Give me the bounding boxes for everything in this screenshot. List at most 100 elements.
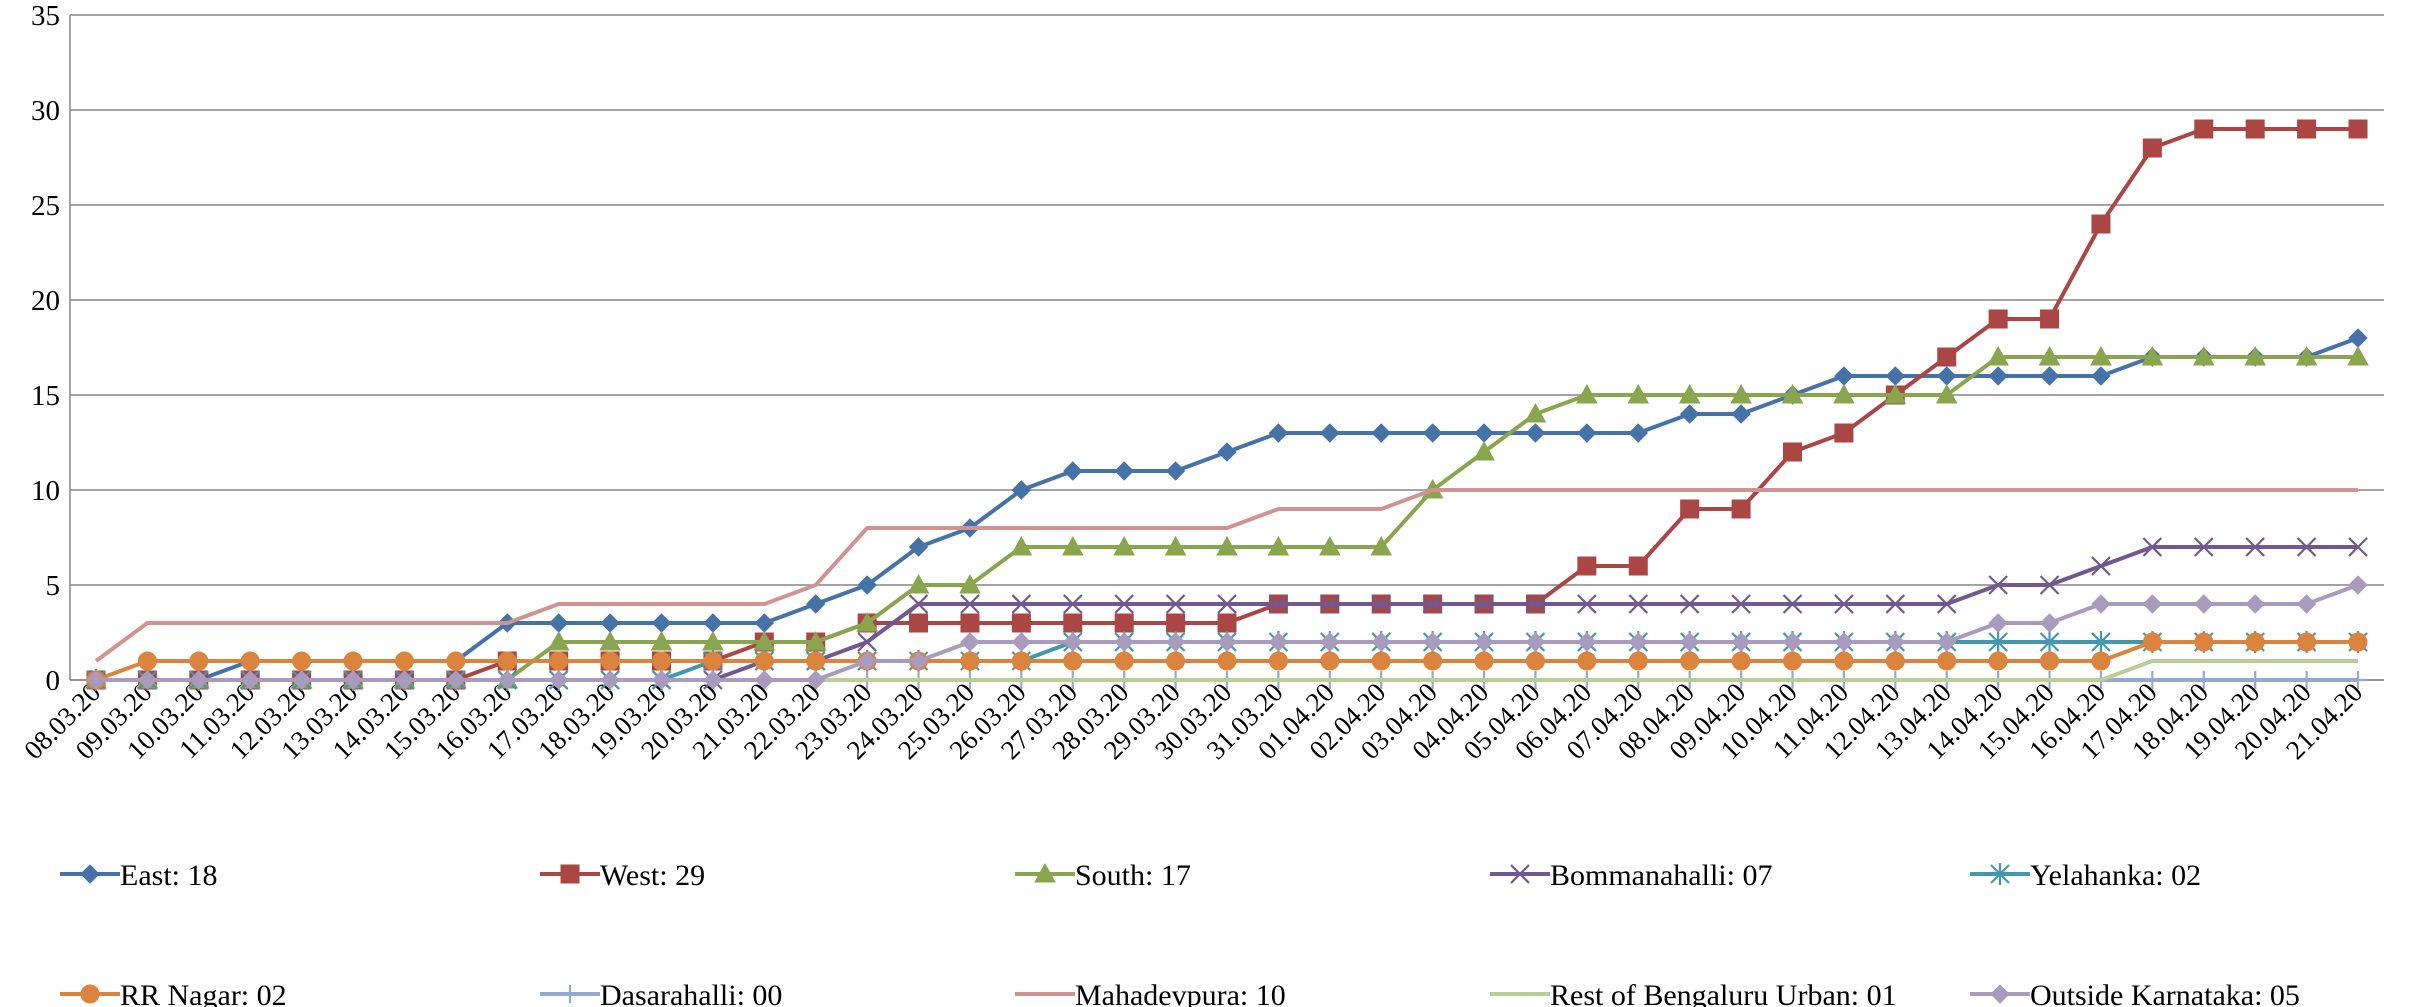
data-point (1113, 535, 1136, 556)
data-point (1525, 651, 1545, 671)
data-point (960, 613, 980, 633)
data-point (1937, 632, 1957, 652)
legend-label: Yelahanka: 02 (2030, 859, 2201, 892)
legend-label: Bommanahalli: 07 (1550, 859, 1772, 892)
data-point (1628, 651, 1648, 671)
data-point (1320, 632, 1340, 652)
data-point (2246, 671, 2265, 689)
data-point (2039, 366, 2060, 386)
x-tick-labels: 08.03.2009.03.2010.03.2011.03.2012.03.20… (18, 677, 2368, 765)
data-point (2194, 119, 2214, 139)
data-point (1731, 594, 1751, 614)
data-point (1318, 535, 1341, 556)
data-point (1834, 366, 1854, 386)
axes (69, 15, 2384, 681)
data-point (2192, 345, 2215, 366)
data-point (549, 651, 569, 671)
data-point (2090, 345, 2112, 366)
data-point (1525, 423, 1546, 443)
series-9 (86, 575, 2368, 690)
data-point (2194, 632, 2214, 652)
data-point (1011, 480, 1032, 500)
legend-item: West: 29 (540, 859, 705, 892)
data-point (1935, 383, 1958, 404)
data-point (1011, 613, 1031, 633)
legend-label: Rest of Bengaluru Urban: 01 (1550, 979, 1897, 1007)
data-point (2348, 328, 2368, 348)
data-point (2194, 594, 2214, 614)
data-point (2142, 138, 2162, 158)
data-point (1525, 632, 1546, 652)
data-point (2348, 537, 2368, 557)
data-point (754, 651, 774, 671)
data-point (292, 651, 312, 671)
data-point (1063, 461, 1083, 481)
data-point (1937, 366, 1957, 386)
data-point (1320, 423, 1340, 443)
data-point (1782, 632, 1803, 652)
data-point (1885, 651, 1905, 671)
data-point (1937, 347, 1957, 367)
y-tick-label: 35 (31, 0, 60, 32)
series-line (96, 127, 2358, 682)
data-point (960, 594, 980, 614)
data-point (1217, 442, 1237, 462)
data-point (2038, 345, 2061, 366)
data-point (2039, 631, 2060, 653)
data-point (650, 630, 673, 651)
data-point (2091, 631, 2111, 653)
data-point (2296, 594, 2317, 614)
data-point (1034, 862, 1056, 883)
data-point (1217, 651, 1237, 671)
data-point (2141, 345, 2164, 366)
y-tick-label: 30 (31, 95, 60, 127)
data-point (1114, 461, 1134, 481)
data-point (1474, 423, 1494, 443)
data-point (600, 670, 620, 690)
data-point (1782, 594, 1803, 614)
data-point (1834, 632, 1854, 652)
data-point (1114, 632, 1134, 652)
data-point (2348, 575, 2368, 595)
data-point (806, 651, 826, 671)
data-point (1731, 404, 1751, 424)
legend-item: South: 17 (1015, 859, 1191, 892)
data-point (1062, 594, 1083, 614)
data-point (2039, 613, 2060, 633)
data-point (2142, 594, 2163, 614)
y-tick-label: 25 (31, 190, 60, 222)
gridlines (70, 14, 2384, 681)
legend-label: Outside Karnataka: 05 (2030, 979, 2300, 1007)
data-point (651, 670, 672, 690)
data-point (1988, 366, 2008, 386)
data-point (1884, 383, 1907, 404)
data-point (2297, 671, 2316, 689)
data-point (1577, 632, 1597, 652)
data-point (1217, 594, 1237, 614)
data-point (806, 670, 826, 690)
data-point (2297, 632, 2317, 652)
data-point (1628, 594, 1649, 614)
data-point (1370, 535, 1393, 556)
legend-label: East: 18 (120, 859, 218, 892)
data-point (2193, 537, 2214, 557)
data-point (1216, 535, 1238, 556)
data-point (959, 573, 981, 594)
data-point (1577, 556, 1597, 576)
data-point (1011, 632, 1032, 652)
data-point (2245, 119, 2265, 139)
data-point (189, 670, 209, 690)
data-point (1577, 651, 1597, 671)
data-point (1320, 651, 1340, 671)
data-point (394, 651, 414, 671)
data-point (2143, 671, 2162, 689)
data-point (754, 613, 775, 633)
data-point (497, 670, 517, 690)
data-point (1988, 575, 2008, 595)
data-point (857, 632, 877, 652)
data-point (2091, 214, 2111, 234)
data-point (2040, 309, 2060, 329)
data-point (1474, 632, 1494, 652)
data-point (1679, 632, 1700, 652)
